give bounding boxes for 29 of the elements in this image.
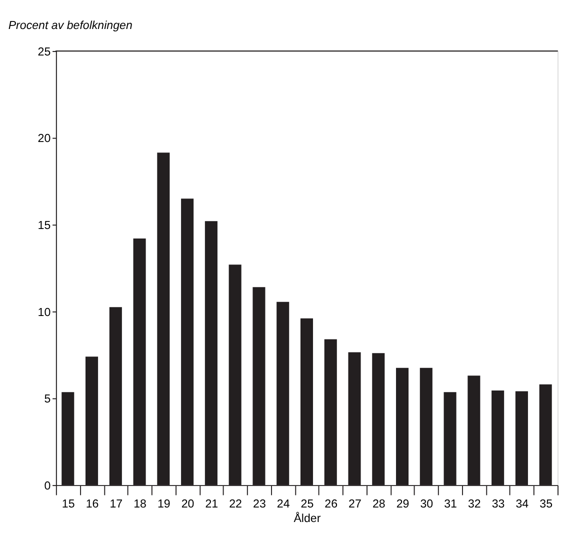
y-tick-label: 20 — [38, 133, 51, 146]
x-tick-label: 16 — [86, 498, 99, 511]
x-tick-label: 35 — [540, 498, 553, 511]
x-tick-label: 18 — [134, 498, 146, 511]
x-tick-label: 17 — [110, 498, 123, 511]
y-tick-label: 10 — [38, 306, 51, 319]
x-tick-label: 33 — [492, 498, 505, 511]
x-tick-label: 25 — [300, 498, 314, 511]
x-tick-label: 31 — [444, 498, 457, 511]
x-tick-label: 15 — [62, 498, 75, 511]
x-tick-label: 32 — [468, 498, 481, 511]
x-tick-label: 27 — [348, 498, 362, 511]
x-tick-label: 34 — [516, 498, 530, 511]
y-tick-label: 25 — [38, 46, 51, 58]
x-tick-label: 30 — [420, 498, 434, 511]
x-tick-label: 19 — [157, 498, 170, 511]
x-axis-title: Ålder — [294, 511, 321, 526]
y-axis-title: Procent av befolkningen — [8, 20, 132, 32]
x-tick-label: 24 — [276, 498, 290, 511]
x-tick-label: 21 — [205, 498, 218, 511]
y-tick-label: 5 — [44, 394, 51, 406]
y-tick-label: 0 — [44, 480, 51, 492]
x-tick-label: 20 — [181, 498, 194, 511]
x-tick-label: 28 — [372, 498, 386, 511]
x-tick-label: 26 — [324, 498, 338, 511]
x-tick-label: 23 — [253, 498, 266, 511]
x-tick-label: 22 — [229, 498, 242, 511]
y-tick-label: 15 — [38, 220, 51, 232]
x-tick-label: 29 — [396, 498, 410, 511]
